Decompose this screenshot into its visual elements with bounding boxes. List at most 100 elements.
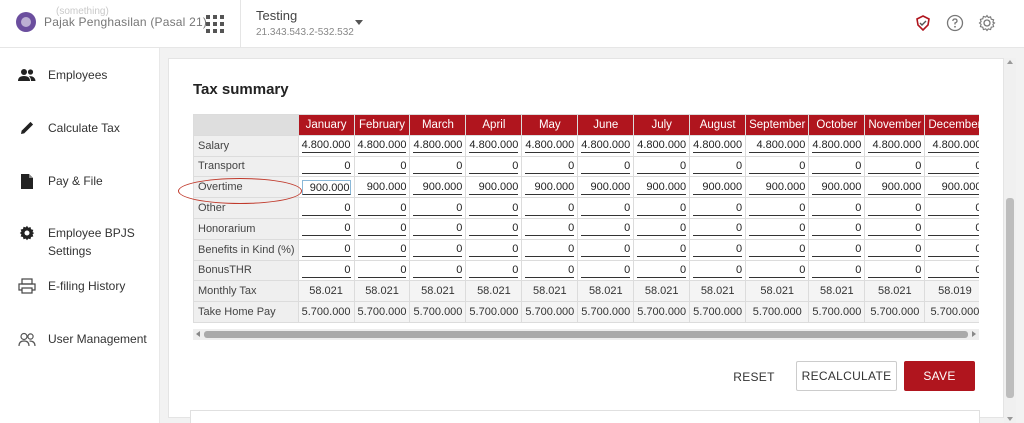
sidebar-item-employee-bpjs-settings[interactable]: Employee BPJS Settings xyxy=(18,224,148,260)
value-input[interactable]: 900.000 xyxy=(928,180,979,195)
value-input[interactable]: 900.000 xyxy=(581,180,631,195)
value-input[interactable]: 0 xyxy=(525,201,575,216)
value-input[interactable]: 900.000 xyxy=(525,180,575,195)
sidebar-item-user-management[interactable]: User Management xyxy=(18,330,148,348)
value-input[interactable]: 0 xyxy=(693,263,743,278)
value-input[interactable]: 0 xyxy=(469,159,519,174)
value-input[interactable]: 0 xyxy=(928,201,979,216)
value-input[interactable]: 0 xyxy=(868,159,922,174)
value-input[interactable]: 0 xyxy=(812,159,862,174)
value-input[interactable]: 0 xyxy=(749,221,806,237)
value-input[interactable]: 0 xyxy=(357,221,407,237)
value-input[interactable]: 0 xyxy=(581,242,631,258)
value-input[interactable]: 0 xyxy=(637,201,687,216)
value-input[interactable]: 0 xyxy=(868,221,922,237)
scroll-up-icon[interactable] xyxy=(1007,60,1013,64)
value-input[interactable]: 4.800.000 xyxy=(469,139,519,154)
value-input[interactable]: 0 xyxy=(749,263,806,278)
value-input[interactable]: 4.800.000 xyxy=(637,139,687,154)
value-input[interactable]: 0 xyxy=(868,263,922,278)
recalculate-button[interactable]: RECALCULATE xyxy=(796,361,897,391)
scroll-left-icon[interactable] xyxy=(196,331,200,337)
save-button[interactable]: SAVE xyxy=(904,361,975,391)
value-input[interactable]: 0 xyxy=(301,221,351,237)
value-input[interactable]: 0 xyxy=(812,242,862,258)
value-input[interactable]: 0 xyxy=(357,242,407,258)
value-input[interactable]: 0 xyxy=(469,221,519,237)
value-input[interactable]: 0 xyxy=(637,263,687,278)
sidebar-item-employees[interactable]: Employees xyxy=(18,66,148,84)
shield-badge-icon[interactable] xyxy=(914,14,932,32)
value-input[interactable]: 0 xyxy=(812,221,862,237)
value-input[interactable]: 0 xyxy=(301,263,351,278)
app-grid-icon[interactable] xyxy=(201,10,229,38)
value-input[interactable]: 4.800.000 xyxy=(928,138,979,154)
value-input[interactable]: 0 xyxy=(693,221,743,237)
value-input[interactable]: 4.800.000 xyxy=(413,139,463,154)
value-input[interactable]: 0 xyxy=(581,201,631,216)
value-input[interactable]: 900.000 xyxy=(812,180,862,195)
question-icon[interactable] xyxy=(946,14,964,32)
gear-icon[interactable] xyxy=(978,14,996,32)
value-input[interactable]: 4.800.000 xyxy=(693,139,743,154)
value-input[interactable]: 900.000 xyxy=(469,180,519,195)
value-input[interactable]: 0 xyxy=(637,159,687,174)
value-input[interactable]: 0 xyxy=(525,159,575,174)
value-input[interactable]: 4.800.000 xyxy=(868,138,922,154)
sidebar-item-calculate-tax[interactable]: Calculate Tax xyxy=(18,119,148,137)
value-input[interactable]: 900.000 xyxy=(749,180,806,195)
value-input[interactable]: 0 xyxy=(868,201,922,216)
value-input[interactable]: 0 xyxy=(301,159,351,174)
value-input[interactable]: 0 xyxy=(928,159,979,174)
value-input[interactable]: 0 xyxy=(469,242,519,258)
value-input[interactable]: 0 xyxy=(749,159,806,174)
value-input[interactable]: 0 xyxy=(525,242,575,258)
value-input[interactable]: 0 xyxy=(693,201,743,216)
value-input[interactable]: 0 xyxy=(868,242,922,258)
scroll-right-icon[interactable] xyxy=(972,331,976,337)
value-input[interactable]: 4.800.000 xyxy=(357,139,407,154)
value-input[interactable]: 4.800.000 xyxy=(525,139,575,154)
scroll-down-icon[interactable] xyxy=(1007,417,1013,421)
value-input[interactable]: 0 xyxy=(637,221,687,237)
value-input[interactable]: 0 xyxy=(581,263,631,278)
value-input[interactable]: 0 xyxy=(928,242,979,258)
value-input[interactable]: 0 xyxy=(693,159,743,174)
value-input[interactable]: 0 xyxy=(525,263,575,278)
value-input[interactable]: 0 xyxy=(413,201,463,216)
value-input[interactable]: 0 xyxy=(749,242,806,258)
vertical-scrollbar[interactable] xyxy=(1004,58,1016,423)
value-input[interactable]: 900.000 xyxy=(357,180,407,195)
sidebar-item-e-filing-history[interactable]: E-filing History xyxy=(18,277,148,295)
horizontal-scrollbar[interactable] xyxy=(193,329,979,340)
value-input[interactable]: 0 xyxy=(749,201,806,216)
value-input[interactable]: 0 xyxy=(413,159,463,174)
value-input[interactable]: 0 xyxy=(581,221,631,237)
reset-button[interactable]: RESET xyxy=(733,370,775,384)
value-input[interactable]: 0 xyxy=(637,242,687,258)
value-input[interactable]: 0 xyxy=(357,159,407,174)
value-input[interactable]: 0 xyxy=(581,159,631,174)
value-input[interactable]: 0 xyxy=(525,221,575,237)
value-input[interactable]: 0 xyxy=(301,242,351,258)
tax-summary-table-container[interactable]: January February March April May June July Augu… xyxy=(193,114,979,329)
value-input[interactable]: 0 xyxy=(413,221,463,237)
value-input[interactable]: 0 xyxy=(928,221,979,237)
value-input[interactable]: 0 xyxy=(812,263,862,278)
value-input[interactable]: 0 xyxy=(301,201,351,216)
value-input[interactable]: 4.800.000 xyxy=(581,139,631,154)
value-input[interactable]: 0 xyxy=(413,242,463,258)
sidebar-item-pay-file[interactable]: Pay & File xyxy=(18,172,148,190)
value-input[interactable]: 900.000 xyxy=(301,179,351,195)
company-selector[interactable]: Testing 21.343.543.2-532.532 xyxy=(256,8,354,38)
value-input[interactable]: 0 xyxy=(357,201,407,216)
value-input[interactable]: 0 xyxy=(693,242,743,258)
vertical-scroll-thumb[interactable] xyxy=(1006,198,1014,398)
value-input[interactable]: 0 xyxy=(413,263,463,278)
value-input[interactable]: 900.000 xyxy=(413,180,463,195)
value-input[interactable]: 0 xyxy=(812,201,862,216)
value-input[interactable]: 0 xyxy=(357,263,407,278)
value-input[interactable]: 4.800.000 xyxy=(301,139,351,154)
value-input[interactable]: 0 xyxy=(928,263,979,278)
value-input[interactable]: 900.000 xyxy=(637,180,687,195)
